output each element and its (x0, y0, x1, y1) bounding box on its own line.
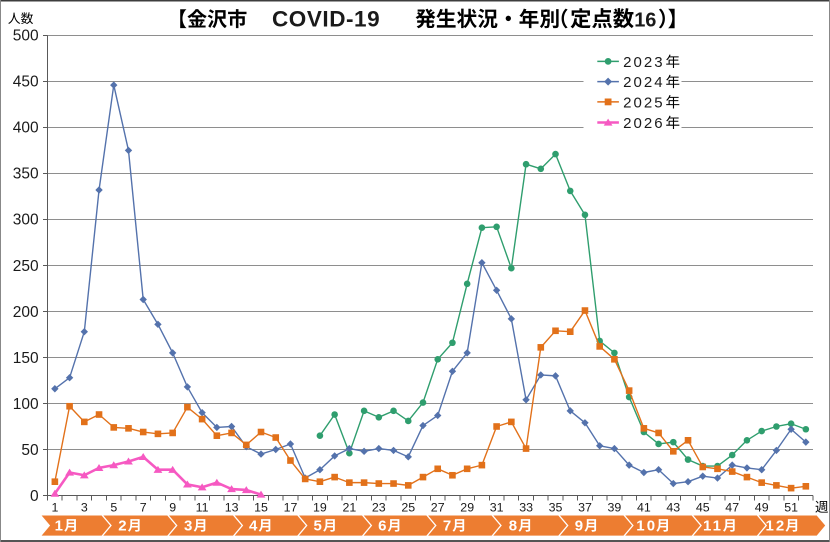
svg-text:10: 10 (636, 518, 657, 535)
svg-text:50: 50 (21, 442, 39, 459)
svg-text:4: 4 (249, 518, 259, 535)
svg-text:27: 27 (431, 501, 445, 515)
svg-text:49: 49 (755, 501, 769, 515)
svg-text:25: 25 (401, 501, 415, 515)
svg-text:45: 45 (696, 501, 710, 515)
svg-text:1: 1 (51, 501, 58, 515)
svg-text:5: 5 (314, 518, 324, 535)
svg-text:9: 9 (575, 518, 585, 535)
svg-text:7: 7 (443, 518, 453, 535)
svg-text:0: 0 (30, 488, 39, 505)
svg-text:12: 12 (766, 518, 787, 535)
svg-text:500: 500 (13, 28, 39, 45)
svg-text:COVID-19: COVID-19 (272, 6, 380, 31)
svg-text:2023: 2023 (623, 54, 665, 71)
svg-text:47: 47 (725, 501, 739, 515)
svg-text:41: 41 (637, 501, 651, 515)
svg-text:39: 39 (608, 501, 622, 515)
svg-text:11: 11 (703, 518, 723, 535)
svg-text:21: 21 (343, 501, 357, 515)
svg-text:11: 11 (196, 501, 209, 515)
svg-text:3: 3 (184, 518, 194, 535)
svg-text:19: 19 (313, 501, 327, 515)
svg-text:200: 200 (13, 304, 39, 321)
svg-text:1: 1 (55, 518, 65, 535)
svg-text:7: 7 (140, 501, 147, 515)
svg-text:2026: 2026 (623, 115, 665, 132)
svg-text:16: 16 (634, 9, 656, 31)
svg-text:29: 29 (460, 501, 474, 515)
svg-text:35: 35 (549, 501, 563, 515)
svg-text:37: 37 (578, 501, 592, 515)
svg-text:8: 8 (509, 518, 519, 535)
svg-text:13: 13 (225, 501, 239, 515)
svg-text:2025: 2025 (623, 94, 665, 111)
svg-text:6: 6 (378, 518, 388, 535)
svg-text:9: 9 (169, 501, 176, 515)
svg-text:5: 5 (110, 501, 117, 515)
svg-text:450: 450 (13, 74, 39, 91)
svg-text:15: 15 (254, 501, 268, 515)
svg-text:31: 31 (490, 501, 504, 515)
svg-text:2: 2 (118, 518, 128, 535)
svg-text:250: 250 (13, 258, 39, 275)
svg-text:3: 3 (81, 501, 88, 515)
svg-text:43: 43 (666, 501, 680, 515)
svg-text:300: 300 (13, 212, 39, 229)
svg-text:51: 51 (784, 501, 798, 515)
svg-text:23: 23 (372, 501, 386, 515)
svg-text:100: 100 (13, 396, 39, 413)
svg-text:350: 350 (13, 166, 39, 183)
svg-text:2024: 2024 (623, 74, 665, 91)
svg-text:150: 150 (13, 350, 39, 367)
svg-text:33: 33 (519, 501, 533, 515)
svg-text:400: 400 (13, 120, 39, 137)
svg-text:17: 17 (284, 501, 298, 515)
